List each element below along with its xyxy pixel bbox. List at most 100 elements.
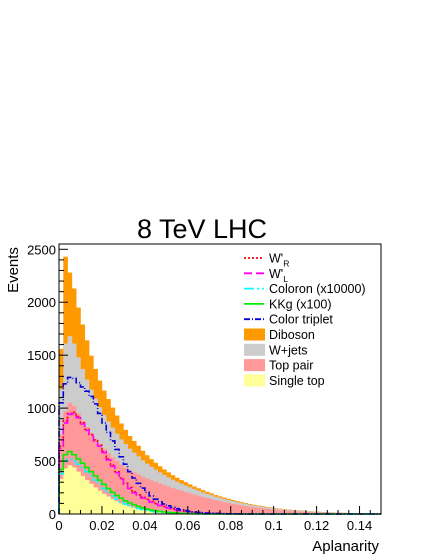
bar-single-top <box>144 510 150 514</box>
bar-single-top <box>80 475 86 514</box>
bar-top-pair <box>299 511 305 514</box>
y-tick-label: 500 <box>34 454 56 469</box>
legend-label: W'R <box>269 252 289 269</box>
bar-single-top <box>71 467 77 514</box>
bar-top-pair <box>71 406 77 514</box>
legend-label: Diboson <box>269 328 315 342</box>
bar-top-pair <box>312 512 317 514</box>
y-tick-label: 1000 <box>27 401 56 416</box>
legend-label: Coloron (x10000) <box>269 282 366 296</box>
bar-top-pair <box>273 509 279 514</box>
y-tick-label: 2000 <box>27 295 56 310</box>
bar-single-top <box>97 490 103 514</box>
bar-single-top <box>123 505 128 514</box>
bar-top-pair <box>286 510 292 514</box>
bar-top-pair <box>80 420 86 514</box>
bar-top-pair <box>140 476 146 514</box>
bar-single-top <box>59 479 64 514</box>
x-tick-label: 0.02 <box>89 518 114 533</box>
bar-single-top <box>114 501 120 514</box>
bar-top-pair <box>265 508 270 514</box>
x-tick-label: 0.06 <box>175 518 200 533</box>
stacked-histograms <box>59 256 382 514</box>
bar-top-pair <box>239 505 244 514</box>
bar-top-pair <box>89 433 94 514</box>
bar-single-top <box>127 506 133 514</box>
legend-swatch <box>244 374 265 387</box>
bar-top-pair <box>290 511 296 514</box>
legend-item-top-pair: Top pair <box>244 359 313 373</box>
legend-swatch <box>244 328 265 341</box>
bar-single-top <box>93 487 98 514</box>
bar-top-pair <box>149 480 154 514</box>
bar-single-top <box>162 512 167 514</box>
bar-single-top <box>119 503 124 514</box>
bar-single-top <box>149 511 154 514</box>
bar-top-pair <box>222 502 227 514</box>
bar-single-top <box>101 493 107 514</box>
bar-single-top <box>63 468 68 514</box>
bar-top-pair <box>127 469 133 514</box>
bar-top-pair <box>110 457 116 514</box>
bar-top-pair <box>243 506 249 514</box>
bar-top-pair <box>235 504 240 514</box>
legend-label: KKg (x100) <box>269 297 332 311</box>
bar-top-pair <box>252 507 257 514</box>
bar-top-pair <box>144 478 150 514</box>
stack-top-pair <box>59 402 382 514</box>
legend-swatch <box>244 359 265 372</box>
legend-label: W'L <box>269 267 288 284</box>
bar-top-pair <box>200 496 206 514</box>
bar-top-pair <box>162 484 167 514</box>
bar-top-pair <box>97 444 103 514</box>
line-w-l <box>58 412 381 515</box>
bar-single-top <box>76 471 81 514</box>
bar-top-pair <box>187 493 193 514</box>
bar-single-top <box>136 508 141 514</box>
bar-top-pair <box>192 494 197 514</box>
legend-item-single-top: Single top <box>244 374 325 388</box>
y-tick-label: 0 <box>49 507 56 522</box>
bar-top-pair <box>153 481 159 514</box>
bar-top-pair <box>230 503 236 514</box>
bar-single-top <box>89 483 94 514</box>
bar-top-pair <box>166 486 171 514</box>
bar-top-pair <box>84 427 90 514</box>
legend-swatch <box>244 343 265 356</box>
legend-label: Top pair <box>269 359 313 373</box>
bar-single-top <box>157 512 163 514</box>
bar-top-pair <box>106 453 111 514</box>
bar-top-pair <box>277 510 283 514</box>
bar-single-top <box>84 480 90 514</box>
axes: 0 0.02 0.04 0.06 0.08 0.1 0.12 0.14 0 500 1000 1500… <box>27 242 372 533</box>
y-axis-title: Events <box>5 247 22 293</box>
bar-top-pair <box>204 498 210 514</box>
bar-top-pair <box>136 474 141 514</box>
bar-top-pair <box>63 411 68 514</box>
bar-top-pair <box>269 509 274 514</box>
x-tick-label: 0.14 <box>347 518 372 533</box>
y-tick-label: 2500 <box>27 242 56 257</box>
x-tick-label: 0.1 <box>265 518 283 533</box>
bar-top-pair <box>174 489 180 514</box>
x-tick-label: 0.08 <box>218 518 243 533</box>
bar-top-pair <box>226 502 232 514</box>
legend-label: Single top <box>269 374 325 388</box>
bar-top-pair <box>308 512 313 514</box>
legend-item-color-triplet: Color triplet <box>244 313 333 327</box>
bar-single-top <box>140 509 146 514</box>
x-tick-label: 0.12 <box>304 518 329 533</box>
bar-single-top <box>106 496 111 514</box>
legend-item-w-r: W'R <box>244 252 289 269</box>
bar-top-pair <box>114 461 120 514</box>
bar-top-pair <box>213 500 219 514</box>
legend-label: Color triplet <box>269 313 333 327</box>
bar-top-pair <box>295 511 300 514</box>
x-axis-title: Aplanarity <box>312 538 379 555</box>
bar-top-pair <box>217 501 223 514</box>
bar-top-pair <box>101 448 107 514</box>
bar-top-pair <box>170 488 176 514</box>
bar-single-top <box>67 465 73 514</box>
